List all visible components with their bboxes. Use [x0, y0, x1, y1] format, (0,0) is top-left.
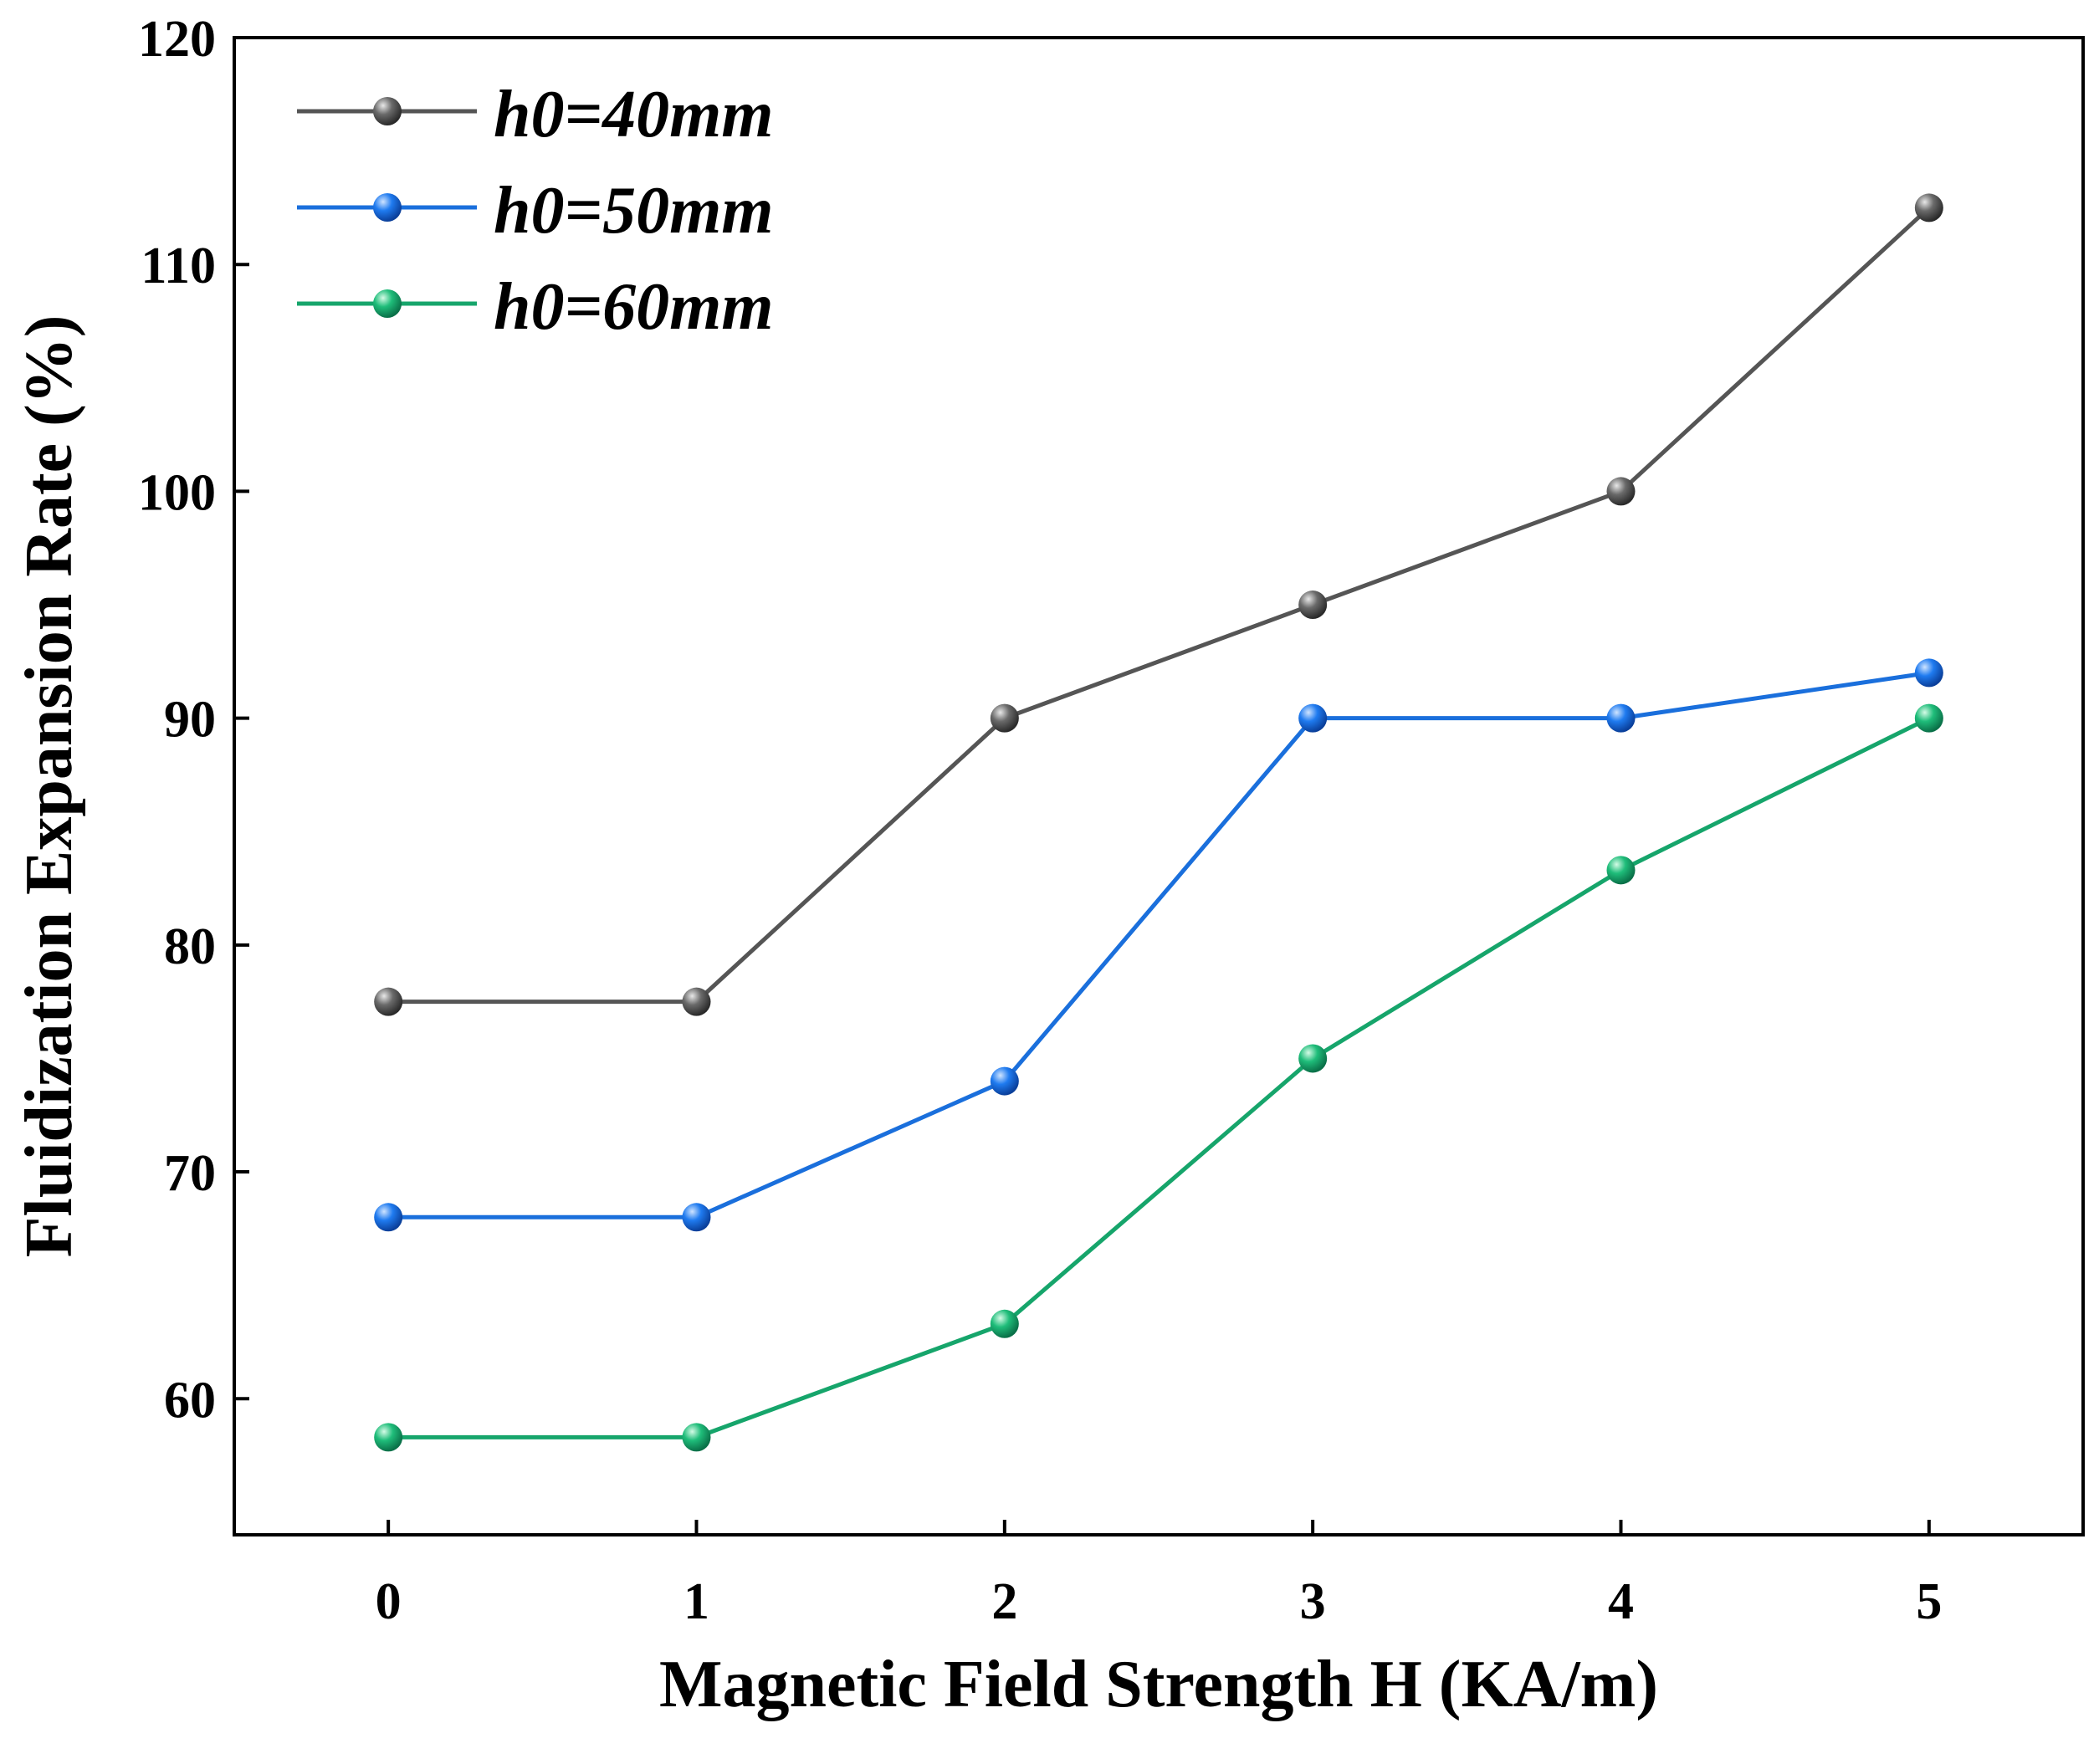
- x-tick-label: 4: [1608, 1573, 1634, 1630]
- data-point: [1298, 591, 1328, 620]
- x-tick-label: 1: [683, 1573, 709, 1630]
- data-point: [374, 1203, 403, 1232]
- data-point: [990, 703, 1019, 733]
- y-axis: 60 70 80 90 100 110 120: [138, 11, 249, 1429]
- y-tick-label: 90: [164, 692, 216, 749]
- data-point: [990, 1309, 1019, 1338]
- data-point: [1914, 193, 1943, 222]
- data-point: [1606, 703, 1636, 733]
- data-point: [1298, 1044, 1328, 1073]
- y-tick-label: 110: [141, 238, 216, 294]
- y-tick-label: 70: [164, 1145, 216, 1202]
- series-0: [374, 193, 1943, 1016]
- series-1: [374, 658, 1943, 1232]
- legend-marker-2: [373, 289, 402, 318]
- data-point: [682, 1423, 711, 1452]
- x-axis-title: Magnetic Field Strength H (KA/m): [659, 1648, 1658, 1721]
- x-axis: 0 1 2 3 4 5: [376, 1520, 1942, 1630]
- x-tick-label: 0: [376, 1573, 402, 1630]
- series-line: [388, 670, 1930, 1219]
- legend-marker-0: [373, 97, 402, 125]
- data-point: [1606, 477, 1636, 506]
- y-tick-label: 80: [164, 918, 216, 975]
- data-point: [682, 987, 711, 1016]
- legend: h0=40mm h0=50mm h0=60mm: [297, 78, 774, 344]
- legend-label-1: h0=50mm: [494, 174, 774, 248]
- data-point: [374, 987, 403, 1016]
- data-point: [682, 1203, 711, 1232]
- series-line: [388, 716, 1930, 1439]
- y-tick-label: 60: [164, 1372, 216, 1429]
- data-point: [1606, 856, 1636, 885]
- series-2: [374, 703, 1943, 1452]
- legend-marker-1: [373, 193, 402, 222]
- data-point: [990, 1066, 1019, 1096]
- y-tick-label: 100: [138, 464, 216, 521]
- data-point: [374, 1423, 403, 1452]
- x-tick-label: 2: [991, 1573, 1017, 1630]
- y-tick-label: 120: [138, 11, 216, 68]
- legend-label-0: h0=40mm: [494, 78, 774, 151]
- x-tick-label: 5: [1916, 1573, 1942, 1630]
- data-point: [1298, 703, 1328, 733]
- data-point: [1914, 703, 1943, 733]
- series-line: [388, 206, 1931, 1005]
- x-tick-label: 3: [1300, 1573, 1326, 1630]
- data-point: [1914, 658, 1943, 688]
- legend-label-2: h0=60mm: [494, 270, 774, 344]
- plot-frame: [233, 36, 2085, 1536]
- y-axis-title: Fluidization Expansion Rate (%): [13, 315, 86, 1258]
- series-layer: [374, 193, 1943, 1452]
